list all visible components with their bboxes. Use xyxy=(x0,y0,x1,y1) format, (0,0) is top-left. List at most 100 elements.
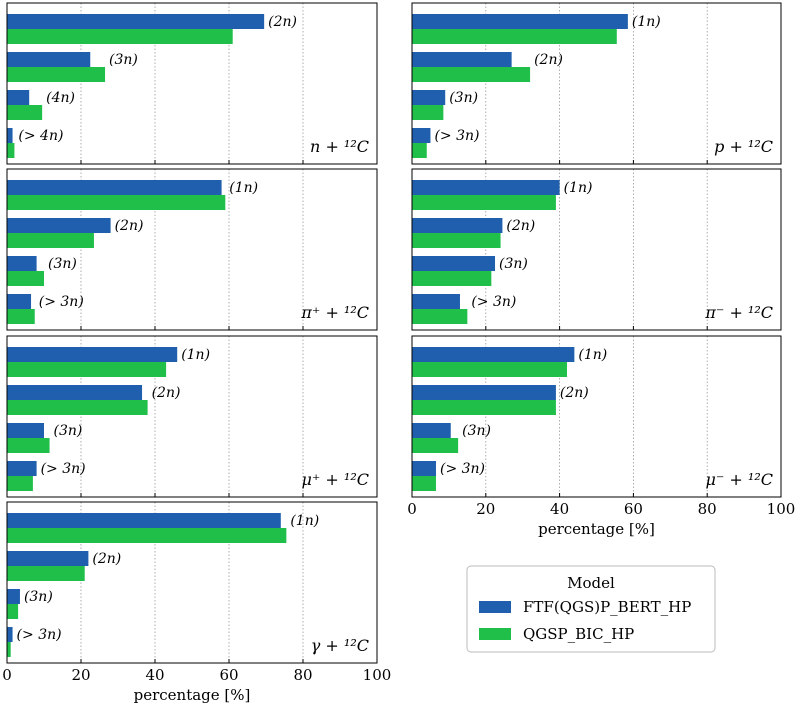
bar-3n-ftf xyxy=(7,589,20,604)
x-tick-label: 0 xyxy=(2,666,12,684)
chart-panels: (2n) (3n) (4n) (> 4n) n + ¹²C (1n) (2n) (3n) (> … xyxy=(6,2,782,664)
bar-label-3n: (3n) xyxy=(449,90,478,106)
bar-label-1n: (1n) xyxy=(564,180,593,196)
bar-label-3n: (> 3n) xyxy=(17,627,62,643)
panel-5: (1n) (2n) (3n) (> 3n) μ⁺ + ¹²C xyxy=(6,335,378,498)
x-tick-label: 20 xyxy=(476,500,495,518)
bar-4n-ftf xyxy=(7,90,30,105)
bar-3n-ftf xyxy=(412,423,451,438)
bar-2n-qgsp xyxy=(412,400,556,415)
bar-3n-ftf xyxy=(412,256,496,271)
bar-2n-qgsp xyxy=(412,233,501,248)
bar-3n-qgsp xyxy=(7,476,33,491)
bar-label-3n: (3n) xyxy=(54,423,83,439)
bar-label-1n: (1n) xyxy=(290,513,319,529)
process-label: π⁻ + ¹²C xyxy=(704,303,773,322)
legend-swatch-qgsp xyxy=(479,628,511,640)
bar-3n-qgsp xyxy=(7,309,35,324)
bar-3n-qgsp xyxy=(412,438,459,453)
bar-3n-qgsp xyxy=(7,604,19,619)
x-tick-label: 40 xyxy=(550,500,569,518)
bar-1n-ftf xyxy=(7,513,281,528)
legend-label-qgsp: QGSP_BIC_HP xyxy=(523,625,634,643)
bar-label-3n: (3n) xyxy=(499,256,528,272)
legend-frame xyxy=(466,565,716,653)
process-label: μ⁻ + ¹²C xyxy=(706,470,774,489)
legend-label-ftf: FTF(QGS)P_BERT_HP xyxy=(523,598,691,616)
x-tick-label: 0 xyxy=(407,500,417,518)
x-tick-label: 60 xyxy=(624,500,643,518)
bar-3n-ftf xyxy=(412,294,460,309)
legend: Model FTF(QGS)P_BERT_HP QGSP_BIC_HP xyxy=(466,565,716,653)
bar-1n-qgsp xyxy=(7,195,226,210)
bar-1n-qgsp xyxy=(7,362,167,377)
bar-1n-ftf xyxy=(412,14,628,29)
process-label: μ⁺ + ¹²C xyxy=(302,470,370,489)
bar-3n-ftf xyxy=(7,423,44,438)
x-tick-label: 80 xyxy=(293,666,312,684)
bar-4n-qgsp xyxy=(7,105,43,120)
bar-3n-qgsp xyxy=(7,271,44,286)
bar-label-2n: (2n) xyxy=(92,551,121,567)
bar-label-3n: (> 3n) xyxy=(440,461,485,477)
bar-label-3n: (3n) xyxy=(109,52,138,68)
bar-2n-ftf xyxy=(412,218,503,233)
panel-frame xyxy=(6,2,378,165)
panel-frame xyxy=(411,168,782,331)
panel-frame xyxy=(411,2,782,165)
bar-3n-qgsp xyxy=(412,143,427,158)
bar-label-3n: (3n) xyxy=(462,423,491,439)
bar-label-2n: (2n) xyxy=(268,14,297,30)
bar-2n-qgsp xyxy=(7,566,85,581)
panel-7: (1n) (2n) (3n) (> 3n) γ + ¹²C xyxy=(6,501,378,664)
process-label: γ + ¹²C xyxy=(311,636,369,655)
panel-frame xyxy=(6,501,378,664)
bar-4n-qgsp xyxy=(7,143,15,158)
x-tick-label: 80 xyxy=(698,500,717,518)
bar-label-2n: (2n) xyxy=(560,385,589,401)
bar-3n-ftf xyxy=(7,256,37,271)
bar-label-1n: (1n) xyxy=(632,14,661,30)
panel-frame xyxy=(6,335,378,498)
process-label: π⁺ + ¹²C xyxy=(300,303,369,322)
bar-3n-ftf xyxy=(7,627,13,642)
panel-1: (2n) (3n) (4n) (> 4n) n + ¹²C xyxy=(6,2,378,165)
bar-2n-ftf xyxy=(412,52,512,67)
bar-label-1n: (1n) xyxy=(181,347,210,363)
x-axis-title: percentage [%] xyxy=(538,520,655,538)
bar-label-3n: (> 3n) xyxy=(471,294,516,310)
bar-4n-ftf xyxy=(7,128,13,143)
bar-3n-ftf xyxy=(7,294,32,309)
x-tick-label: 100 xyxy=(767,500,796,518)
bar-1n-ftf xyxy=(7,180,222,195)
panel-frame xyxy=(411,335,782,498)
bar-label-3n: (3n) xyxy=(48,256,77,272)
bar-label-2n: (2n) xyxy=(534,52,563,68)
bar-label-2n: (2n) xyxy=(506,218,535,234)
x-axis-right: 0 20 40 60 80 100 percentage [%] xyxy=(407,500,795,538)
bar-3n-qgsp xyxy=(412,476,436,491)
x-tick-label: 20 xyxy=(71,666,90,684)
panel-3: (1n) (2n) (3n) (> 3n) π⁺ + ¹²C xyxy=(6,168,378,331)
bar-label-1n: (1n) xyxy=(229,180,258,196)
bar-2n-ftf xyxy=(412,385,556,400)
bar-3n-qgsp xyxy=(7,438,50,453)
bar-label-2n: (2n) xyxy=(152,385,181,401)
legend-swatch-ftf xyxy=(479,601,511,613)
x-tick-label: 40 xyxy=(145,666,164,684)
bar-label-3n: (> 3n) xyxy=(41,461,86,477)
bar-label-1n: (1n) xyxy=(578,347,607,363)
bar-label-2n: (2n) xyxy=(115,218,144,234)
legend-title: Model xyxy=(567,574,615,592)
bar-2n-ftf xyxy=(7,551,89,566)
bar-2n-qgsp xyxy=(7,29,233,44)
bar-1n-ftf xyxy=(412,180,560,195)
bar-3n-qgsp xyxy=(7,642,11,657)
panel-frame xyxy=(6,168,378,331)
bar-3n-qgsp xyxy=(412,309,468,324)
bar-2n-qgsp xyxy=(412,67,531,82)
panel-2: (1n) (2n) (3n) (> 3n) p + ¹²C xyxy=(411,2,782,165)
bar-1n-ftf xyxy=(412,347,575,362)
panel-4: (1n) (2n) (3n) (> 3n) π⁻ + ¹²C xyxy=(411,168,782,331)
bar-1n-qgsp xyxy=(7,528,287,543)
